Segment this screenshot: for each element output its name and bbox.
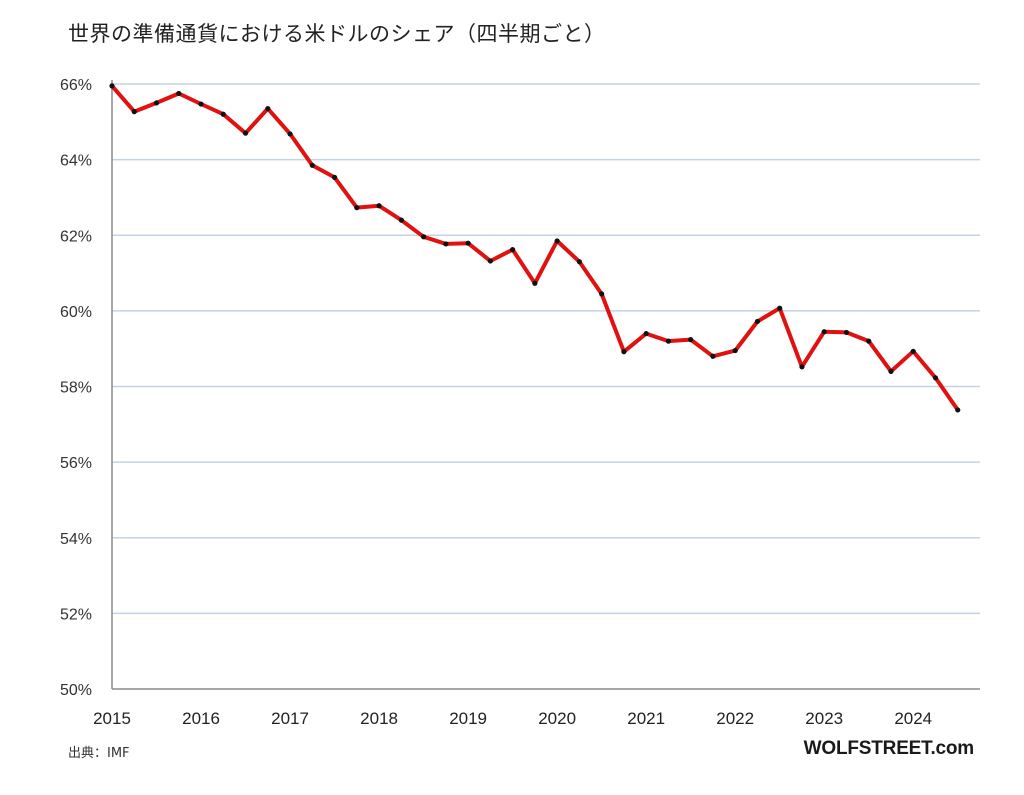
data-point: [532, 280, 538, 286]
y-tick-label: 54%: [60, 531, 92, 548]
x-tick-label: 2019: [449, 709, 487, 728]
data-point: [955, 407, 961, 413]
data-point: [866, 338, 872, 344]
data-point: [932, 375, 939, 381]
y-tick-label: 50%: [60, 682, 92, 699]
data-point: [554, 238, 560, 244]
y-tick-label: 64%: [60, 153, 92, 170]
data-point: [510, 247, 516, 253]
gridlines: [112, 83, 980, 615]
source-note: 出典：IMF: [68, 746, 130, 761]
data-point: [354, 205, 360, 211]
x-tick-label: 2017: [271, 709, 309, 728]
x-tick-label: 2021: [627, 709, 665, 728]
chart-title: 世界の準備通貨における米ドルのシェア（四半期ごと）: [68, 22, 606, 46]
data-point: [220, 111, 226, 117]
y-tick-label: 58%: [60, 380, 92, 397]
data-point: [754, 318, 761, 325]
data-point: [176, 90, 182, 97]
y-tick-label: 66%: [60, 77, 92, 94]
data-point: [643, 330, 649, 337]
data-point: [665, 338, 672, 344]
data-point: [109, 83, 115, 89]
data-point: [376, 203, 382, 209]
brand-logo: WOLFSTREET.com: [803, 738, 975, 759]
x-tick-labels: 2015 2016 2017 2018 2019 2020 2021 2022 2023 2024: [93, 709, 932, 728]
data-point: [888, 368, 894, 374]
data-point: [443, 241, 449, 247]
data-point: [420, 234, 427, 240]
data-point: [621, 349, 627, 355]
data-series: [109, 83, 961, 413]
data-point: [198, 101, 204, 107]
data-point: [331, 174, 338, 180]
data-point: [799, 364, 805, 370]
x-tick-label: 2016: [182, 709, 220, 728]
y-tick-label: 52%: [60, 606, 92, 623]
data-point: [777, 305, 783, 311]
x-tick-label: 2022: [716, 709, 754, 728]
x-tick-label: 2018: [360, 709, 398, 728]
y-tick-label: 62%: [60, 228, 92, 245]
data-point: [398, 217, 404, 223]
data-point: [487, 258, 493, 264]
x-tick-label: 2023: [805, 709, 843, 728]
data-point: [265, 105, 271, 112]
x-tick-label: 2015: [93, 709, 131, 728]
data-point: [576, 259, 582, 265]
series-line: [110, 83, 960, 412]
data-point: [688, 337, 694, 343]
data-point: [287, 131, 293, 137]
data-point: [309, 162, 315, 168]
y-tick-label: 60%: [60, 304, 92, 321]
y-tick-label: 56%: [60, 455, 92, 472]
x-tick-label: 2024: [894, 709, 932, 728]
data-point: [599, 291, 605, 297]
data-point: [821, 329, 827, 335]
data-point: [153, 100, 160, 106]
data-point: [710, 353, 716, 359]
y-tick-labels: 66% 64% 62% 60% 58% 56% 54% 52% 50%: [60, 77, 92, 699]
data-point: [131, 109, 137, 115]
x-tick-label: 2020: [538, 709, 576, 728]
axes: [111, 80, 980, 690]
data-point: [732, 347, 738, 354]
data-point: [242, 130, 249, 136]
data-point: [465, 240, 471, 246]
data-point: [843, 329, 850, 336]
data-point: [910, 348, 916, 354]
